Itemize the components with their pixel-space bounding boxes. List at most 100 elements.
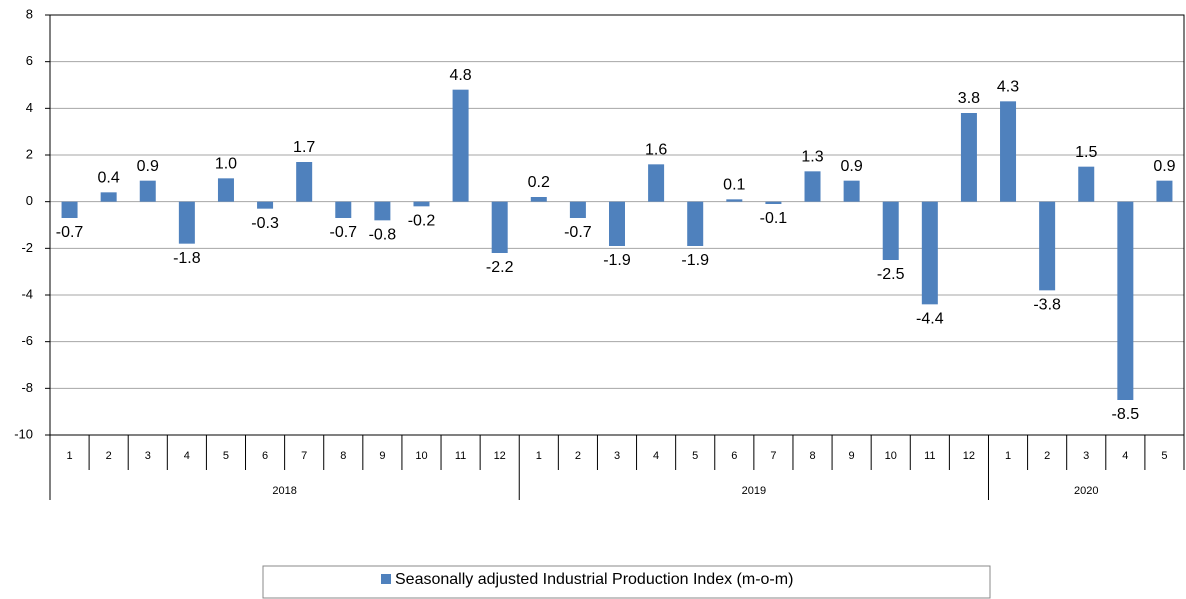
legend-swatch [381, 574, 391, 584]
x-tick-label: 9 [849, 450, 855, 462]
x-tick-label: 2 [1044, 450, 1050, 462]
group-label: 2019 [742, 485, 766, 497]
data-label: -0.7 [564, 224, 592, 241]
x-tick-label: 5 [1161, 450, 1167, 462]
data-label: 3.8 [958, 90, 980, 107]
x-tick-label: 12 [963, 450, 975, 462]
bar [804, 171, 821, 202]
bar [530, 197, 547, 202]
bar [882, 201, 899, 260]
legend-label: Seasonally adjusted Industrial Productio… [395, 571, 793, 588]
data-label: 1.3 [801, 149, 823, 166]
bar [921, 201, 938, 305]
data-label: -3.8 [1033, 297, 1061, 314]
y-tick-label: 4 [26, 100, 33, 115]
x-tick-label: 1 [66, 450, 72, 462]
data-label: -1.9 [603, 252, 631, 269]
x-tick-label: 3 [145, 450, 151, 462]
data-label: -0.3 [251, 215, 279, 232]
x-tick-label: 9 [379, 450, 385, 462]
data-label: -0.1 [760, 210, 788, 227]
data-label: 0.9 [1153, 158, 1175, 175]
bar [1039, 201, 1056, 291]
data-label: 0.2 [528, 174, 550, 191]
bar [1156, 180, 1173, 202]
y-tick-label: 2 [26, 146, 33, 161]
data-label: 0.1 [723, 177, 745, 194]
bar [374, 201, 391, 221]
bar [61, 201, 78, 218]
data-label: -0.7 [329, 224, 357, 241]
x-tick-label: 3 [614, 450, 620, 462]
data-label: 0.4 [98, 170, 120, 187]
x-tick-label: 1 [536, 450, 542, 462]
bar [609, 201, 625, 246]
bar [1078, 166, 1095, 202]
x-tick-label: 7 [301, 450, 307, 462]
bar [139, 180, 156, 202]
y-tick-label: 6 [26, 53, 33, 68]
x-tick-label: 2 [106, 450, 112, 462]
data-label: -2.2 [486, 259, 514, 276]
bar [687, 201, 704, 246]
data-label: 1.0 [215, 156, 237, 173]
data-label: 1.7 [293, 139, 315, 156]
y-tick-label: -4 [21, 286, 33, 301]
bar [296, 162, 313, 202]
x-tick-label: 5 [692, 450, 698, 462]
x-tick-label: 4 [1122, 450, 1128, 462]
x-tick-label: 5 [223, 450, 229, 462]
y-tick-label: -10 [14, 426, 33, 441]
data-label: -2.5 [877, 266, 905, 283]
data-label: -0.2 [408, 213, 436, 230]
bar [1000, 101, 1017, 202]
bar [1117, 201, 1134, 400]
x-tick-label: 12 [494, 450, 506, 462]
x-tick-label: 10 [885, 450, 897, 462]
data-label: -1.8 [173, 250, 201, 267]
x-tick-label: 1 [1005, 450, 1011, 462]
bar [335, 201, 352, 218]
x-tick-label: 8 [809, 450, 815, 462]
bar [257, 201, 274, 209]
y-tick-label: -8 [21, 380, 33, 395]
data-label: -8.5 [1112, 406, 1140, 423]
bar [452, 89, 469, 202]
x-tick-label: 6 [731, 450, 737, 462]
x-tick-label: 3 [1083, 450, 1089, 462]
data-label: -4.4 [916, 311, 944, 328]
bar [648, 164, 665, 202]
bar [100, 192, 117, 202]
x-tick-label: 2 [575, 450, 581, 462]
x-tick-label: 11 [455, 450, 466, 462]
bar [569, 201, 586, 218]
x-tick-label: 7 [770, 450, 776, 462]
x-tick-label: 6 [262, 450, 268, 462]
x-tick-label: 10 [415, 450, 427, 462]
data-label: 1.5 [1075, 144, 1097, 161]
bar [843, 180, 860, 202]
data-label: 1.6 [645, 142, 667, 159]
data-label: -0.8 [369, 227, 397, 244]
data-label: -1.9 [681, 252, 709, 269]
group-label: 2020 [1074, 485, 1098, 497]
y-tick-label: -6 [21, 333, 33, 348]
x-tick-label: 11 [924, 450, 935, 462]
data-label: -0.7 [56, 224, 84, 241]
bar [765, 201, 782, 204]
data-label: 4.3 [997, 79, 1019, 96]
y-tick-label: 0 [26, 193, 33, 208]
group-label: 2018 [272, 485, 296, 497]
plot-border [49, 14, 1185, 436]
x-tick-label: 4 [184, 450, 190, 462]
x-tick-label: 4 [653, 450, 659, 462]
data-label: 0.9 [840, 158, 862, 175]
x-tick-label: 8 [340, 450, 346, 462]
data-label: 0.9 [137, 158, 159, 175]
bar [491, 201, 508, 253]
bar [178, 201, 195, 244]
bar [413, 201, 430, 207]
bar [726, 199, 743, 202]
bar [217, 178, 234, 202]
